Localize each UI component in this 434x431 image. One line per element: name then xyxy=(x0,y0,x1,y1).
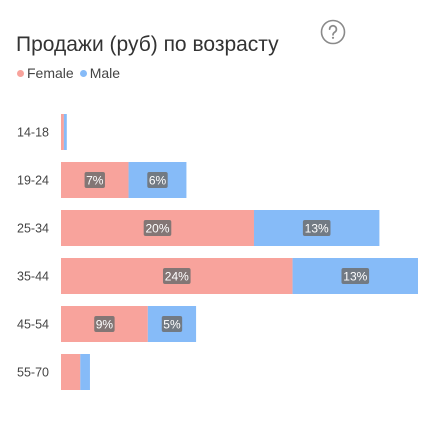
y-tick-label: 19-24 xyxy=(17,174,49,188)
chart-title: Продажи (руб) по возрасту xyxy=(16,33,279,56)
data-label-background xyxy=(94,316,115,332)
data-label-background xyxy=(162,268,191,284)
data-label-background xyxy=(143,220,172,236)
data-label-background xyxy=(341,268,370,284)
data-label-male: 5% xyxy=(163,318,181,332)
y-tick-label: 45-54 xyxy=(17,318,49,332)
legend-item-female[interactable]: Female xyxy=(17,65,74,81)
legend-item-male[interactable]: Male xyxy=(79,65,121,81)
y-tick-label: 35-44 xyxy=(17,270,49,284)
legend-label-male: Male xyxy=(89,65,121,81)
data-label-female: 9% xyxy=(96,318,114,332)
data-label-male: 13% xyxy=(305,222,329,236)
bar-female-55-70[interactable] xyxy=(61,354,81,390)
data-label-female: 20% xyxy=(145,222,169,236)
data-label-background xyxy=(161,316,183,332)
data-label-background xyxy=(84,172,105,188)
data-label-background xyxy=(147,172,168,188)
data-label-male: 6% xyxy=(149,174,167,188)
y-tick-label: 14-18 xyxy=(17,126,49,140)
data-label-background xyxy=(302,220,331,236)
data-label-male: 13% xyxy=(343,270,367,284)
legend-dot-female xyxy=(17,69,24,77)
bar-male-14-18[interactable] xyxy=(63,114,67,150)
legend-dot-male xyxy=(79,69,87,77)
bar-male-55-70[interactable] xyxy=(80,354,90,390)
y-tick-label: 25-34 xyxy=(17,222,49,236)
y-tick-label: 55-70 xyxy=(17,366,49,380)
data-label-female: 24% xyxy=(165,270,189,284)
legend-label-female: Female xyxy=(27,65,74,81)
data-label-female: 7% xyxy=(86,174,104,188)
bar-female-14-18[interactable] xyxy=(61,114,64,150)
question-circle-icon[interactable] xyxy=(320,19,346,45)
chart-legend: Female Male xyxy=(17,65,126,81)
